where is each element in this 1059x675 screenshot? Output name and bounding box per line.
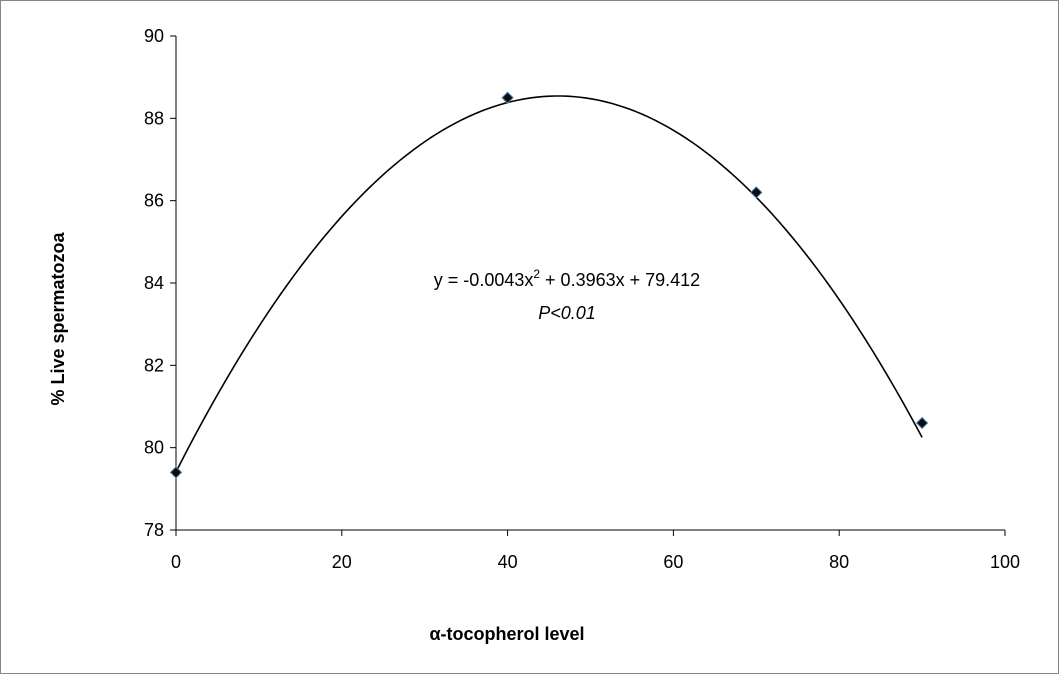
data-points bbox=[169, 91, 929, 479]
y-tick-label: 78 bbox=[144, 520, 164, 540]
trendline-curve bbox=[175, 95, 923, 473]
x-tick-label: 80 bbox=[829, 552, 849, 572]
y-tick-label: 82 bbox=[144, 355, 164, 375]
x-tick-label: 0 bbox=[171, 552, 181, 572]
trendline-group bbox=[175, 95, 923, 473]
data-point-marker bbox=[501, 91, 514, 104]
significance-label: P<0.01 bbox=[538, 303, 596, 323]
x-tick-label: 40 bbox=[498, 552, 518, 572]
x-tick-label: 60 bbox=[663, 552, 683, 572]
y-tick-label: 88 bbox=[144, 108, 164, 128]
y-tick-label: 84 bbox=[144, 273, 164, 293]
x-axis-title: α-tocopherol level bbox=[429, 624, 584, 644]
data-point-marker bbox=[169, 466, 183, 479]
x-tick-label: 20 bbox=[332, 552, 352, 572]
y-tick-label: 90 bbox=[144, 26, 164, 46]
data-point-marker bbox=[750, 186, 763, 199]
y-tick-label: 80 bbox=[144, 438, 164, 458]
y-tick-label: 86 bbox=[144, 191, 164, 211]
y-axis-title: % Live spermatozoa bbox=[48, 231, 68, 405]
x-axis: 0 20 40 60 80 100 bbox=[171, 529, 1020, 572]
y-axis: 78 80 82 84 86 88 90 bbox=[144, 26, 177, 540]
x-tick-label: 100 bbox=[990, 552, 1020, 572]
data-point-marker bbox=[915, 416, 929, 430]
trendline-equation: y = -0.0043x2 + 0.3963x + 79.412 bbox=[434, 267, 700, 290]
